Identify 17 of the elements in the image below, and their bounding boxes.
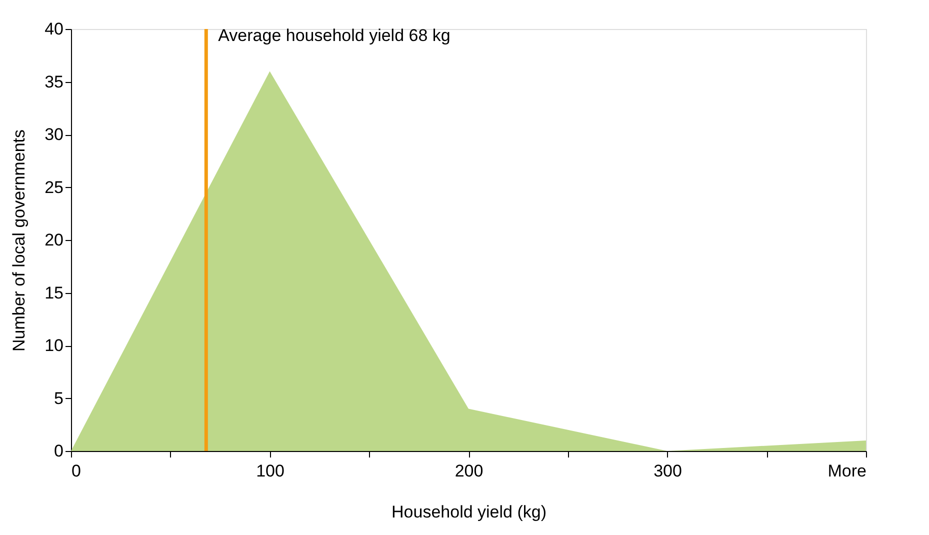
x-tick-label: 300 [654, 462, 682, 480]
y-tick-label: 10 [44, 336, 64, 355]
y-tick-label: 15 [44, 283, 64, 302]
x-axis-title: Household yield (kg) [392, 502, 546, 522]
y-tick-label: 35 [44, 72, 64, 92]
x-tick-label: 0 [72, 462, 81, 480]
x-tick-label: 200 [454, 462, 484, 480]
y-tick-label: 40 [44, 20, 64, 38]
y-axis-title: Number of local governments [10, 129, 29, 352]
y-tick-label: 25 [44, 178, 64, 197]
x-tick-label: 100 [256, 462, 284, 480]
ref-line-label: Average household yield 68 kg [218, 26, 450, 45]
y-tick-label: 0 [54, 442, 64, 460]
y-tick-label: 30 [44, 125, 64, 144]
y-tick-label: 5 [54, 388, 64, 408]
y-tick-label: 20 [44, 230, 64, 250]
x-tick-label: More [828, 462, 866, 480]
